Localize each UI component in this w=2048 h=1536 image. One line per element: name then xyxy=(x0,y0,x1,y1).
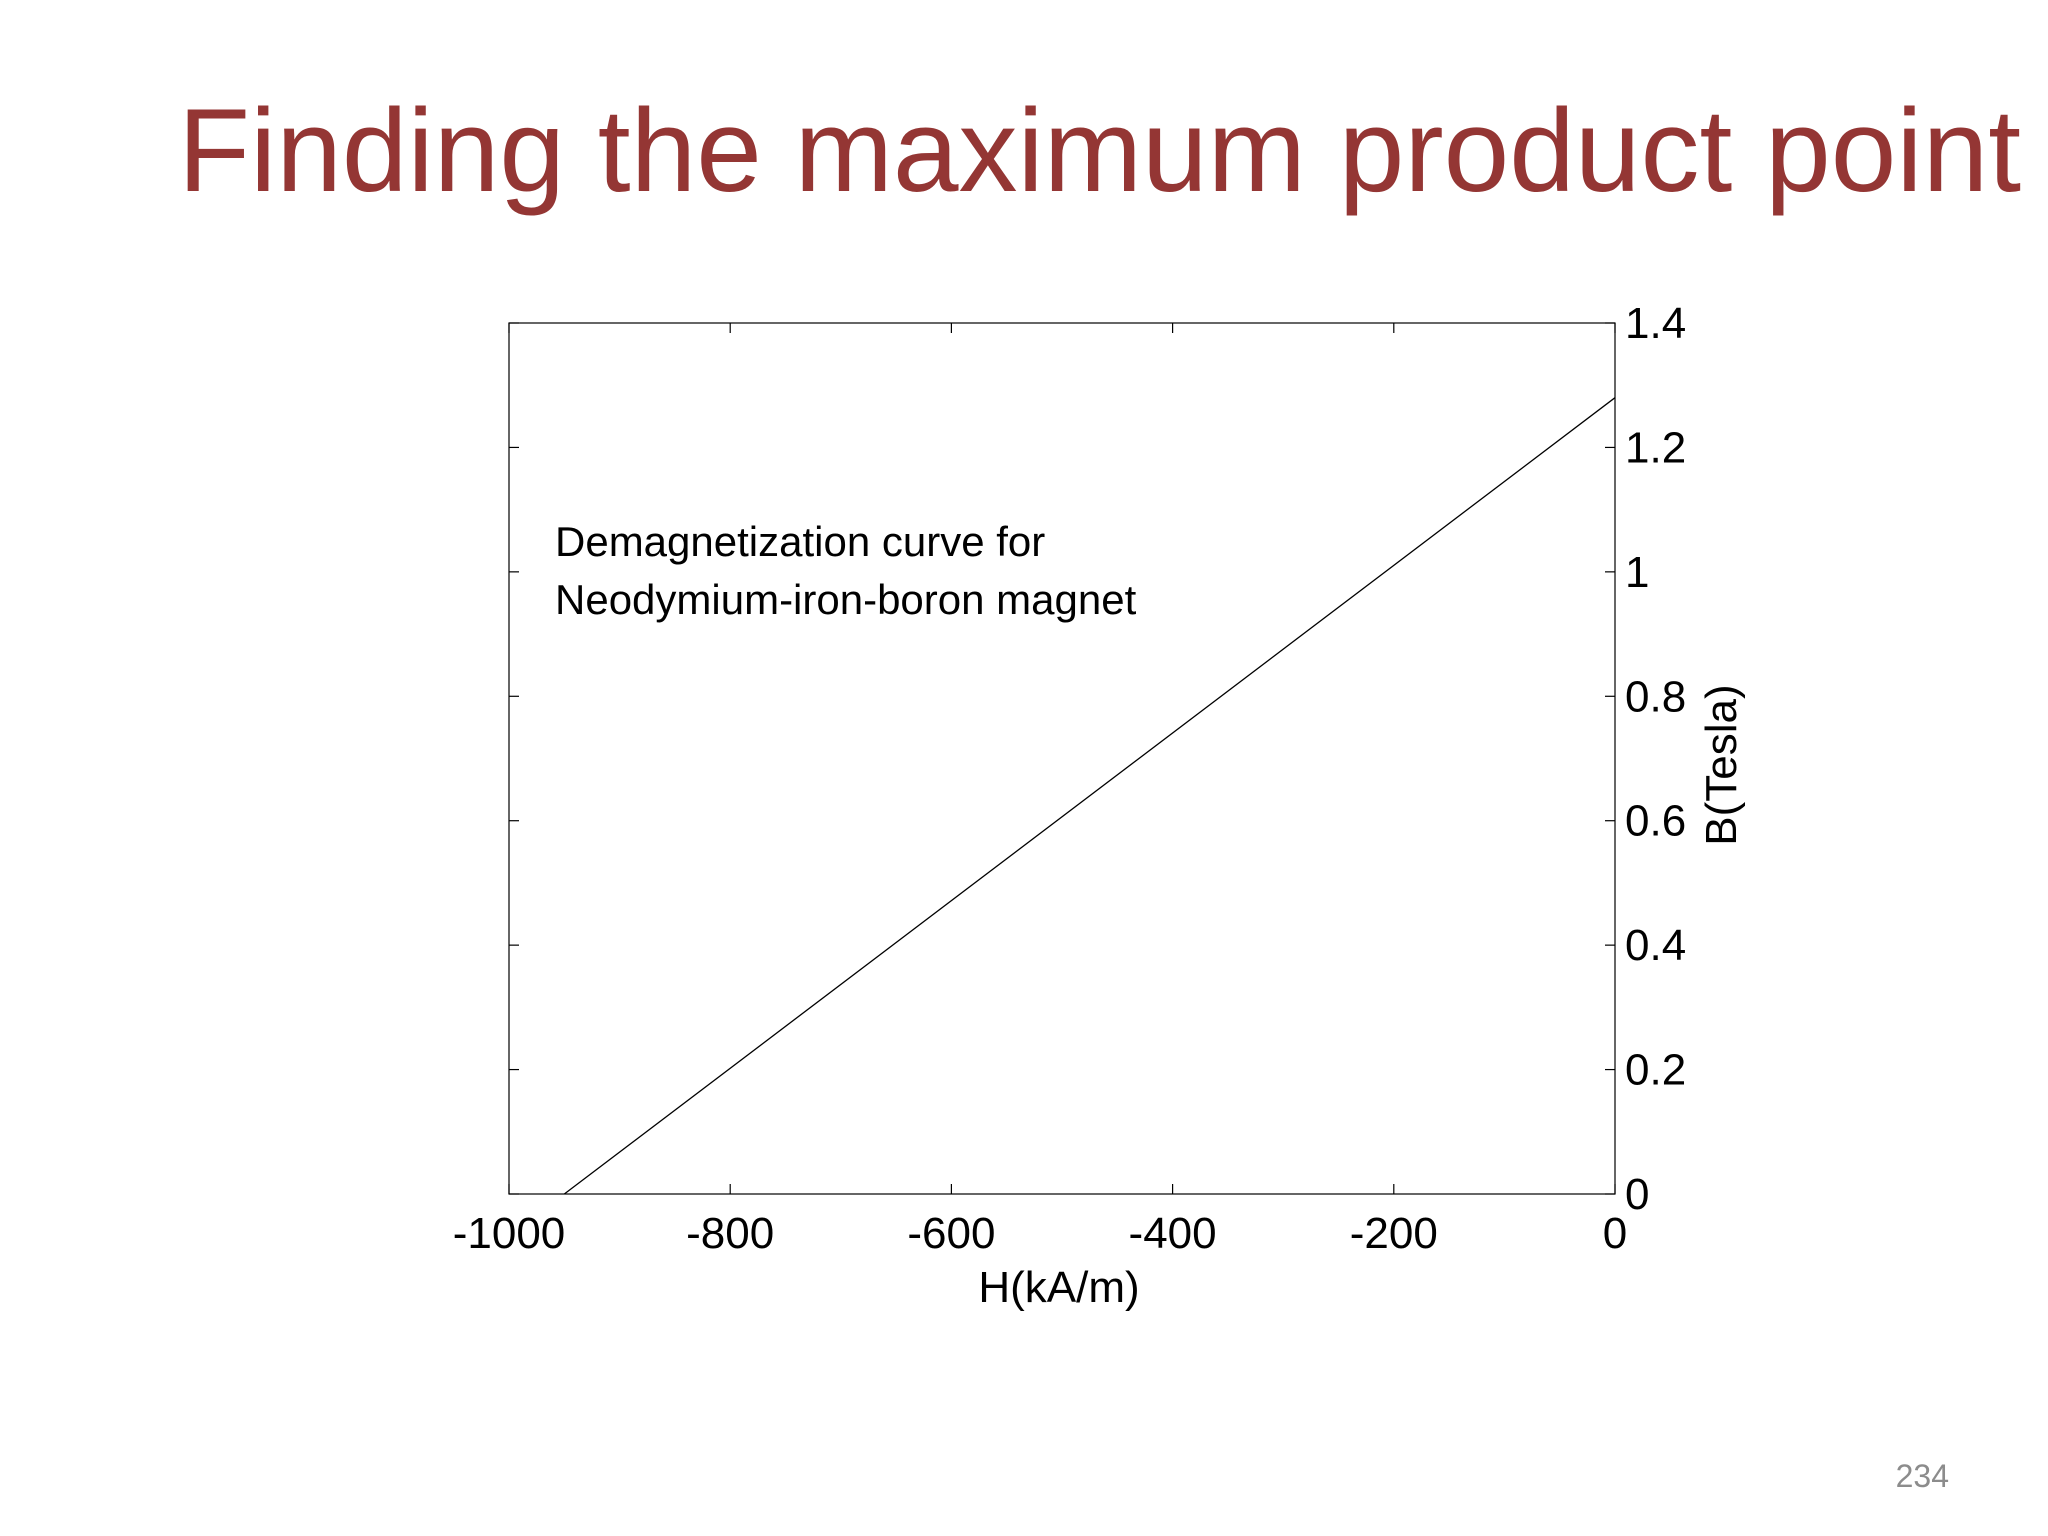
x-tick-label: -800 xyxy=(686,1209,774,1258)
x-tick-label: -600 xyxy=(907,1209,995,1258)
annotation-line-1: Demagnetization curve for xyxy=(555,518,1045,565)
y-tick-label: 0 xyxy=(1625,1170,1649,1219)
x-tick-label: -200 xyxy=(1350,1209,1438,1258)
page-number: 234 xyxy=(1895,1458,1949,1494)
series-layer xyxy=(563,397,1616,1195)
y-axis-ticks: 0 0.2 0.4 0.6 0.8 1 1.2 1.4 xyxy=(509,299,1686,1219)
y-tick-label: 1.4 xyxy=(1625,299,1686,348)
annotation-line-2: Neodymium-iron-boron magnet xyxy=(555,576,1137,623)
y-tick-label: 0.2 xyxy=(1625,1046,1686,1095)
y-axis-label: B(Tesla) xyxy=(1697,684,1746,845)
y-tick-label: 1 xyxy=(1625,548,1649,597)
x-axis-ticks: -1000 -800 -600 -400 -200 0 xyxy=(453,323,1627,1258)
x-tick-label: 0 xyxy=(1603,1209,1627,1258)
chart-annotation: Demagnetization curve for Neodymium-iron… xyxy=(555,518,1137,623)
y-tick-label: 0.6 xyxy=(1625,797,1686,846)
x-tick-label: -400 xyxy=(1129,1209,1217,1258)
y-tick-label: 0.4 xyxy=(1625,921,1686,970)
x-tick-label: -1000 xyxy=(453,1209,566,1258)
demagnetization-curve-line xyxy=(563,397,1616,1195)
slide-title: Finding the maximum product point xyxy=(178,85,2022,217)
y-tick-label: 1.2 xyxy=(1625,423,1686,472)
x-axis-label: H(kA/m) xyxy=(978,1263,1139,1312)
plot-frame xyxy=(508,322,1616,1195)
y-tick-label: 0.8 xyxy=(1625,672,1686,721)
